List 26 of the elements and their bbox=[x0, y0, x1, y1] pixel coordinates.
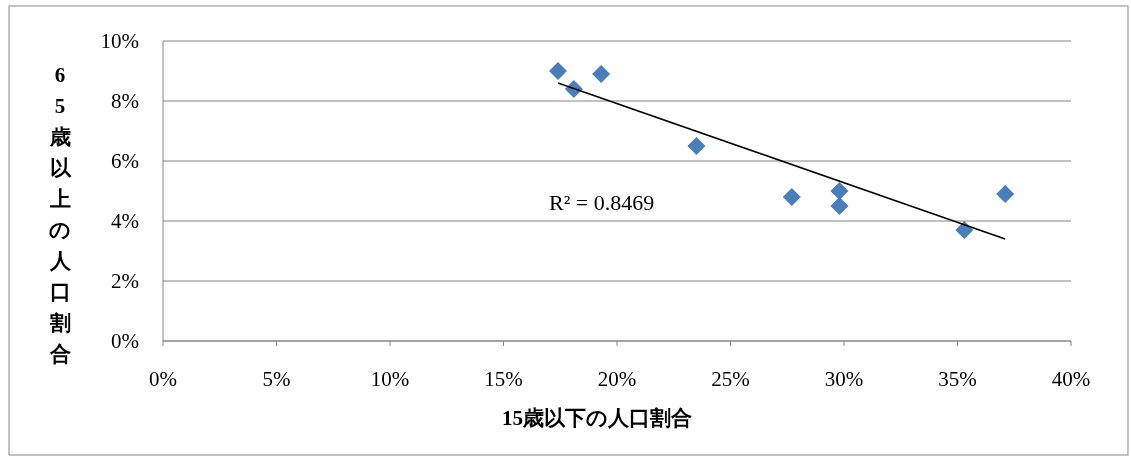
x-tick-label: 0% bbox=[149, 367, 177, 391]
y-tick-label: 4% bbox=[111, 209, 139, 233]
x-tick-label: 5% bbox=[262, 367, 291, 391]
text: 65歳以上の人口割合 bbox=[49, 63, 71, 366]
annotation: R² = 0.8469 bbox=[549, 190, 655, 215]
x-tick-label: 25% bbox=[711, 367, 750, 391]
point bbox=[687, 137, 706, 155]
point bbox=[955, 221, 974, 239]
x-tick-label: 20% bbox=[597, 367, 637, 391]
x-axis-title: 15歳以下の人口割合 bbox=[502, 406, 692, 430]
y-tick-label: 10% bbox=[100, 29, 139, 53]
x-tick-label: 15% bbox=[484, 367, 523, 391]
y-tick-label: 8% bbox=[111, 89, 139, 113]
y-tick-label: 0% bbox=[111, 329, 139, 353]
point bbox=[782, 188, 801, 206]
x-tick-label: 10% bbox=[370, 367, 410, 391]
x-tick-label: 40% bbox=[1051, 367, 1091, 391]
y-tick-label: 2% bbox=[111, 269, 139, 293]
point bbox=[830, 197, 849, 215]
point bbox=[548, 62, 567, 80]
point bbox=[996, 185, 1015, 203]
point bbox=[830, 182, 849, 200]
point bbox=[592, 65, 611, 83]
x-tick-label: 35% bbox=[938, 367, 977, 391]
x-tick-label: 30% bbox=[824, 367, 864, 391]
y-tick-label: 6% bbox=[111, 149, 139, 173]
